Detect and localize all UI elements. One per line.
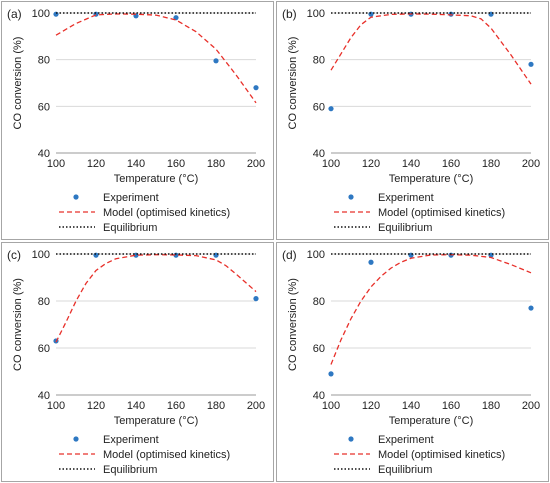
experiment-point [368, 259, 374, 265]
experiment-point [213, 58, 219, 64]
x-tick-label: 100 [47, 400, 65, 412]
x-tick-label: 140 [402, 400, 420, 412]
y-tick-label: 60 [38, 101, 50, 113]
x-tick-label: 180 [207, 400, 225, 412]
panel-label: (d) [282, 248, 297, 262]
y-tick-label: 40 [313, 390, 325, 402]
panel-label: (c) [7, 248, 21, 262]
legend-entry: Experiment [103, 434, 159, 446]
y-tick-label: 60 [313, 343, 325, 355]
x-tick-label: 120 [362, 400, 380, 412]
y-tick-label: 40 [38, 390, 50, 402]
chart-panel-2: 40 60 80 100 100 120 140 160 180 200 Temperature (… [276, 1, 549, 240]
x-tick-label: 120 [362, 158, 380, 170]
legend-experiment-marker [73, 194, 79, 200]
x-tick-label: 140 [402, 158, 420, 170]
y-axis-title: CO conversion (%) [12, 278, 24, 371]
y-tick-label: 100 [32, 249, 50, 261]
x-tick-label: 100 [322, 158, 340, 170]
experiment-point [328, 106, 334, 112]
x-tick-label: 140 [127, 400, 145, 412]
legend-experiment-marker [348, 194, 354, 200]
legend-entry: Model (optimised kinetics) [103, 207, 230, 219]
y-axis-title: CO conversion (%) [287, 37, 299, 130]
legend-entry: Experiment [103, 192, 159, 204]
experiment-point [253, 85, 259, 91]
experiment-point [173, 252, 179, 258]
legend-entry: Equilibrium [378, 222, 432, 234]
legend-entry: Experiment [378, 192, 434, 204]
y-tick-label: 100 [307, 249, 325, 261]
panel-frame [276, 1, 549, 240]
x-tick-label: 160 [167, 158, 185, 170]
x-tick-label: 200 [522, 400, 540, 412]
chart-panel-1: 40 60 80 100 100 120 140 160 180 200 Temperature (… [1, 1, 274, 240]
x-tick-label: 120 [87, 158, 105, 170]
experiment-point [173, 15, 179, 21]
experiment-point [528, 61, 534, 67]
y-tick-label: 80 [313, 296, 325, 308]
chart-panel-3: 40 60 80 100 100 120 140 160 180 200 Temperature (… [1, 242, 274, 482]
panel-frame [1, 242, 274, 482]
x-tick-label: 160 [442, 158, 460, 170]
panel-label: (a) [7, 7, 22, 21]
x-tick-label: 100 [47, 158, 65, 170]
y-axis-title: CO conversion (%) [287, 278, 299, 371]
legend-entry: Model (optimised kinetics) [378, 207, 505, 219]
x-tick-label: 100 [322, 400, 340, 412]
x-tick-label: 160 [442, 400, 460, 412]
x-tick-label: 200 [247, 158, 265, 170]
x-tick-label: 160 [167, 400, 185, 412]
x-tick-label: 180 [482, 158, 500, 170]
y-tick-label: 40 [313, 148, 325, 160]
x-axis-title: Temperature (°C) [389, 173, 473, 185]
x-tick-label: 180 [207, 158, 225, 170]
y-tick-label: 60 [38, 343, 50, 355]
legend-entry: Model (optimised kinetics) [103, 449, 230, 461]
panel-frame [1, 1, 274, 240]
legend-experiment-marker [348, 436, 354, 442]
legend-experiment-marker [73, 436, 79, 442]
y-tick-label: 80 [38, 296, 50, 308]
model-curve [55, 13, 257, 104]
x-axis-title: Temperature (°C) [114, 415, 198, 427]
chart-panel-4: 40 60 80 100 100 120 140 160 180 200 Temperature (… [276, 242, 549, 482]
experiment-point [328, 371, 334, 377]
panel-frame [276, 242, 549, 482]
model-curve [330, 254, 532, 365]
x-tick-label: 200 [247, 400, 265, 412]
x-tick-label: 140 [127, 158, 145, 170]
y-tick-label: 40 [38, 148, 50, 160]
y-tick-label: 60 [313, 101, 325, 113]
model-curve [330, 13, 532, 85]
y-axis-title: CO conversion (%) [12, 37, 24, 130]
x-axis-title: Temperature (°C) [389, 415, 473, 427]
legend-entry: Equilibrium [103, 464, 157, 476]
y-tick-label: 80 [313, 55, 325, 67]
legend-entry: Experiment [378, 434, 434, 446]
panel-label: (b) [282, 7, 297, 21]
legend-entry: Model (optimised kinetics) [378, 449, 505, 461]
x-tick-label: 180 [482, 400, 500, 412]
y-tick-label: 100 [32, 8, 50, 20]
x-tick-label: 200 [522, 158, 540, 170]
experiment-point [253, 296, 259, 302]
experiment-point [528, 305, 534, 311]
x-axis-title: Temperature (°C) [114, 173, 198, 185]
model-curve [55, 254, 257, 343]
y-tick-label: 100 [307, 8, 325, 20]
x-tick-label: 120 [87, 400, 105, 412]
legend-entry: Equilibrium [378, 464, 432, 476]
legend-entry: Equilibrium [103, 222, 157, 234]
y-tick-label: 80 [38, 55, 50, 67]
